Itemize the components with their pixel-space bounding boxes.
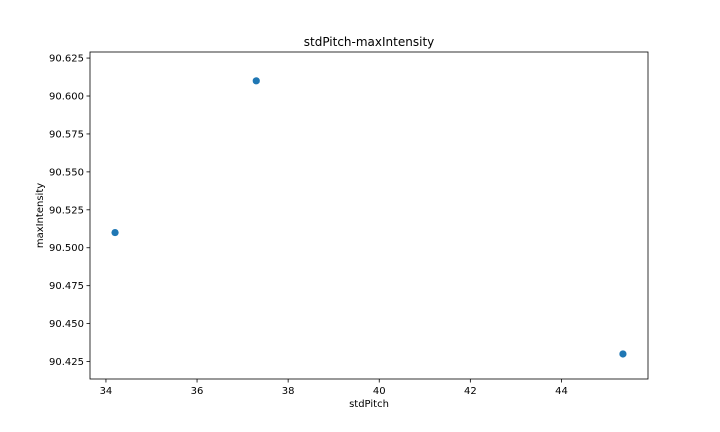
x-tick-label: 42 xyxy=(464,386,477,397)
x-tick-label: 36 xyxy=(191,386,204,397)
plot-area-frame xyxy=(89,51,649,380)
scatter-point xyxy=(252,77,260,85)
x-tick-label: 38 xyxy=(282,386,295,397)
y-tick-label: 90.600 xyxy=(49,92,84,103)
chart-title: stdPitch-maxIntensity xyxy=(304,35,435,49)
scatter-points xyxy=(111,77,627,358)
y-axis-label: maxIntensity xyxy=(35,183,46,248)
y-tick-label: 90.525 xyxy=(49,205,84,216)
x-axis-ticks: 34 36 38 40 42 44 xyxy=(100,379,568,397)
y-tick-label: 90.500 xyxy=(49,243,84,254)
y-tick-label: 90.625 xyxy=(49,54,84,65)
x-tick-label: 34 xyxy=(100,386,113,397)
y-tick-label: 90.425 xyxy=(49,357,84,368)
x-axis-label: stdPitch xyxy=(349,399,389,410)
y-tick-label: 90.475 xyxy=(49,281,84,292)
scatter-point xyxy=(111,228,119,237)
x-tick-label: 44 xyxy=(555,386,568,397)
y-tick-label: 90.450 xyxy=(49,319,84,330)
y-tick-label: 90.575 xyxy=(49,129,84,140)
y-tick-label: 90.550 xyxy=(49,167,84,178)
x-tick-label: 40 xyxy=(373,386,386,397)
scatter-point xyxy=(619,350,627,358)
y-axis-ticks: 90.425 90.450 90.475 90.500 90.525 90.550 90.5… xyxy=(49,54,90,368)
